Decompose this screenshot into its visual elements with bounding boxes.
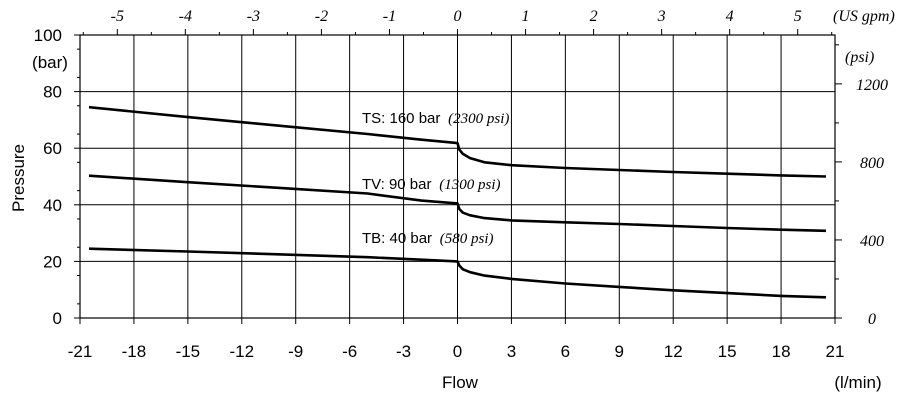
top-tick-label: -2 — [315, 8, 328, 25]
top-tick-label: -3 — [247, 8, 260, 25]
x-tick-label: 12 — [664, 342, 683, 361]
x-tick-label: 15 — [718, 342, 737, 361]
x-unit-label: (l/min) — [834, 373, 881, 392]
top-tick-label: 3 — [657, 8, 666, 25]
top-tick-label: -1 — [383, 8, 396, 25]
right-tick-label: 0 — [868, 311, 876, 328]
x-axis-title: Flow — [442, 373, 479, 392]
y-tick-label: 20 — [43, 252, 62, 271]
plot-frame — [79, 34, 836, 319]
right-tick-label: 400 — [860, 233, 884, 250]
x-tick-label: -3 — [396, 342, 411, 361]
x-tick-label: -21 — [68, 342, 93, 361]
series-lines — [88, 105, 827, 299]
y-axis-title: Pressure — [9, 144, 28, 212]
axes: -21 -18 -15 -12 -9 -6 -3 0 3 6 9 12 15 18 210204060801… — [34, 8, 888, 361]
series-line-0 — [88, 105, 827, 178]
y-tick-label: 80 — [43, 83, 62, 102]
top-tick-label: 4 — [726, 8, 734, 25]
top-unit-label: (US gpm) — [833, 8, 895, 25]
series-line-2 — [88, 247, 827, 299]
series-label-tv: TV: 90 bar (1300 psi) — [362, 176, 500, 193]
x-tick-label: 18 — [772, 342, 791, 361]
top-tick-label: -4 — [179, 8, 192, 25]
x-tick-label: 3 — [507, 342, 516, 361]
y-tick-label: 0 — [53, 309, 62, 328]
y-tick-label: 40 — [43, 196, 62, 215]
x-tick-label: 21 — [826, 342, 845, 361]
series-line-1 — [88, 174, 827, 233]
right-tick-label: 800 — [860, 155, 884, 172]
x-tick-label: -9 — [288, 342, 303, 361]
top-tick-label: -5 — [111, 8, 124, 25]
top-tick-label: 1 — [522, 8, 530, 25]
right-unit-label: (psi) — [845, 49, 874, 66]
top-tick-label: 2 — [590, 8, 598, 25]
top-tick-label: 5 — [794, 8, 802, 25]
series-label-ts: TS: 160 bar (2300 psi) — [362, 110, 509, 127]
series-label-tb: TB: 40 bar (580 psi) — [362, 230, 494, 247]
x-tick-label: -15 — [176, 342, 201, 361]
y-tick-label: 100 — [34, 26, 62, 45]
x-tick-label: 6 — [561, 342, 570, 361]
x-tick-label: -6 — [342, 342, 357, 361]
x-tick-label: 0 — [453, 342, 462, 361]
y-unit-label: (bar) — [32, 53, 68, 72]
x-tick-label: 9 — [615, 342, 624, 361]
right-tick-label: 1200 — [856, 77, 888, 94]
y-tick-label: 60 — [43, 139, 62, 158]
x-tick-label: -18 — [122, 342, 147, 361]
top-tick-label: 0 — [454, 8, 462, 25]
x-tick-label: -12 — [229, 342, 254, 361]
